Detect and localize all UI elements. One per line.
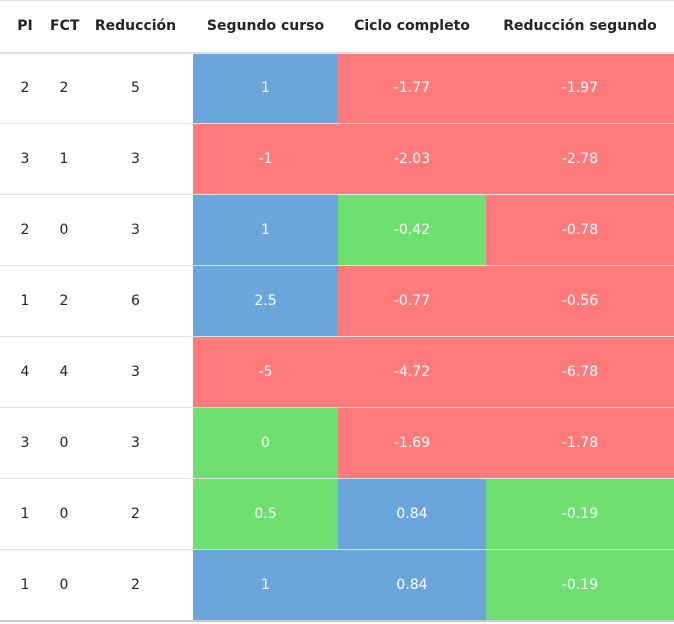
fct-cell: 4	[50, 336, 78, 408]
reduccion-cell: 3	[78, 194, 193, 266]
reduccion-cell: 5	[78, 52, 193, 124]
table-row: 4 4 3 -5 -4.72 -6.78	[0, 336, 674, 408]
table-row: 1 2 6 2.5 -0.77 -0.56	[0, 265, 674, 337]
fct-cell: 2	[50, 265, 78, 337]
reduccion-cell: 3	[78, 123, 193, 195]
table-header: PI FCT Reducción Segundo curso Ciclo com…	[0, 0, 674, 54]
fct-cell: 1	[50, 123, 78, 195]
pi-cell: 3	[0, 123, 50, 195]
ciclo-completo-cell: -0.77	[338, 265, 486, 337]
segundo-curso-cell: 0.5	[193, 478, 338, 550]
reduccion-segundo-cell: -0.56	[486, 265, 674, 337]
ciclo-completo-cell: 0.84	[338, 478, 486, 550]
column-header-reduccion-segundo: Reducción segundo	[486, 0, 674, 54]
reduccion-cell: 2	[78, 549, 193, 622]
ciclo-completo-cell: -0.42	[338, 194, 486, 266]
ciclo-completo-cell: -2.03	[338, 123, 486, 195]
table-row: 1 0 2 1 0.84 -0.19	[0, 549, 674, 622]
reduccion-segundo-cell: -0.78	[486, 194, 674, 266]
fct-cell: 0	[50, 194, 78, 266]
pi-cell: 3	[0, 407, 50, 479]
column-header-ciclo-completo: Ciclo completo	[338, 0, 486, 54]
reduccion-segundo-cell: -1.97	[486, 52, 674, 124]
reduccion-segundo-cell: -2.78	[486, 123, 674, 195]
column-header-segundo-curso: Segundo curso	[193, 0, 338, 54]
fct-cell: 0	[50, 478, 78, 550]
ciclo-completo-cell: 0.84	[338, 549, 486, 622]
reduccion-cell: 2	[78, 478, 193, 550]
table-row: 3 0 3 0 -1.69 -1.78	[0, 407, 674, 479]
fct-cell: 0	[50, 407, 78, 479]
pi-cell: 2	[0, 194, 50, 266]
table-row: 1 0 2 0.5 0.84 -0.19	[0, 478, 674, 550]
segundo-curso-cell: 0	[193, 407, 338, 479]
ciclo-completo-cell: -1.77	[338, 52, 486, 124]
segundo-curso-cell: -1	[193, 123, 338, 195]
table-row: 2 0 3 1 -0.42 -0.78	[0, 194, 674, 266]
reduccion-cell: 6	[78, 265, 193, 337]
segundo-curso-cell: 2.5	[193, 265, 338, 337]
fct-cell: 0	[50, 549, 78, 622]
reduccion-segundo-cell: -0.19	[486, 549, 674, 622]
ciclo-completo-cell: -4.72	[338, 336, 486, 408]
table-row: 2 2 5 1 -1.77 -1.97	[0, 52, 674, 124]
segundo-curso-cell: 1	[193, 194, 338, 266]
table-body: 2 2 5 1 -1.77 -1.97 3 1 3 -1 -2.03 -2.78 2 0 3 1 -0.42 -0…	[0, 52, 674, 622]
column-header-reduccion: Reducción	[78, 0, 193, 54]
segundo-curso-cell: 1	[193, 549, 338, 622]
reduccion-segundo-cell: -6.78	[486, 336, 674, 408]
segundo-curso-cell: -5	[193, 336, 338, 408]
pi-cell: 4	[0, 336, 50, 408]
column-header-pi: PI	[0, 0, 50, 54]
pi-cell: 1	[0, 478, 50, 550]
table-row: 3 1 3 -1 -2.03 -2.78	[0, 123, 674, 195]
column-header-fct: FCT	[50, 0, 79, 54]
reduccion-cell: 3	[78, 336, 193, 408]
fct-cell: 2	[50, 52, 78, 124]
pi-cell: 2	[0, 52, 50, 124]
reduccion-segundo-cell: -0.19	[486, 478, 674, 550]
header-row: PI FCT Reducción Segundo curso Ciclo com…	[0, 0, 674, 54]
pi-cell: 1	[0, 549, 50, 622]
pi-cell: 1	[0, 265, 50, 337]
reduccion-segundo-cell: -1.78	[486, 407, 674, 479]
segundo-curso-cell: 1	[193, 52, 338, 124]
ciclo-completo-cell: -1.69	[338, 407, 486, 479]
reduccion-cell: 3	[78, 407, 193, 479]
